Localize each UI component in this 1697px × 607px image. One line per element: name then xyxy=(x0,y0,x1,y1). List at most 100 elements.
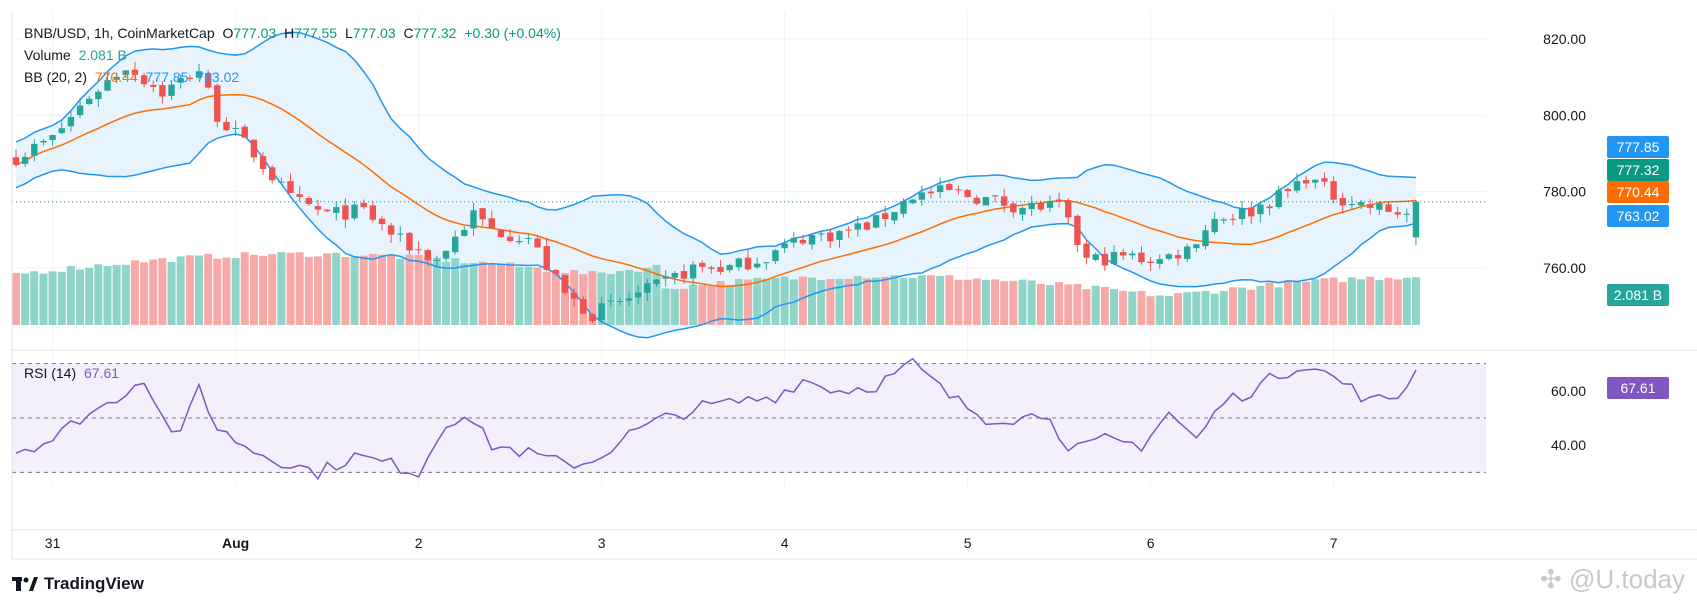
volume-bar xyxy=(1274,287,1283,325)
volume-bar xyxy=(917,275,926,325)
candle-body xyxy=(86,98,93,105)
volume-bar xyxy=(991,279,1000,325)
bb-lower-value: 763.02 xyxy=(196,69,240,85)
volume-bar xyxy=(442,261,451,325)
candle-body xyxy=(744,257,752,270)
price-tick-label: 760.00 xyxy=(1543,260,1586,276)
volume-bar xyxy=(927,275,935,325)
symbol-title[interactable]: BNB/USD, 1h, CoinMarketCap xyxy=(24,25,215,41)
volume-bar xyxy=(405,254,414,325)
candle-body xyxy=(1110,251,1118,264)
candle-body xyxy=(204,73,212,88)
bb-basis-tag: 770.44 xyxy=(1607,181,1669,203)
candle-body xyxy=(296,194,303,197)
candle-body xyxy=(827,232,834,242)
candle-body xyxy=(699,262,706,267)
volume-bar xyxy=(66,266,75,325)
candle-body xyxy=(214,85,221,122)
candle-body xyxy=(21,156,29,164)
candle-body xyxy=(1083,243,1090,258)
bb-label[interactable]: BB (20, 2) xyxy=(24,69,88,85)
rsi-tag: 67.61 xyxy=(1607,377,1669,399)
candle-body xyxy=(781,243,788,249)
candle-body xyxy=(159,85,166,97)
volume-bar xyxy=(323,253,332,325)
volume-bar xyxy=(1064,284,1073,325)
rsi-label[interactable]: RSI (14) xyxy=(24,365,77,381)
candle-body xyxy=(808,235,816,245)
volume-bar xyxy=(817,279,826,325)
candle-body xyxy=(424,250,431,261)
candle-body xyxy=(351,204,358,219)
candle-body xyxy=(1174,255,1182,259)
volume-bar xyxy=(954,279,963,325)
volume-bar xyxy=(167,261,176,325)
candle-body xyxy=(506,236,514,241)
volume-bar xyxy=(771,277,780,325)
candle-body xyxy=(525,237,532,239)
bb-upper-line xyxy=(15,31,1417,255)
candle-body xyxy=(1339,198,1346,206)
volume-bar xyxy=(881,276,890,325)
candle-body xyxy=(442,250,450,259)
candle-body xyxy=(991,195,999,197)
volume-bar xyxy=(249,254,258,325)
volume-bar xyxy=(195,255,203,325)
price-axis[interactable]: 820.00 800.00 780.00 760.00 60.00 40.00 xyxy=(1543,31,1586,453)
volume-bar xyxy=(277,252,286,325)
bb-lower-line xyxy=(15,133,1417,339)
bb-basis-value: 770.44 xyxy=(94,69,138,85)
candle-body xyxy=(1284,188,1292,192)
volume-tag: 2.081 B xyxy=(1607,284,1669,306)
volume-bar xyxy=(1219,290,1228,325)
volume-bar xyxy=(1036,283,1045,325)
candle-body xyxy=(616,301,624,303)
volume-bar xyxy=(1082,289,1091,325)
volume-bar xyxy=(1256,285,1265,325)
watermark-text: @U.today xyxy=(1569,564,1685,594)
candle-body xyxy=(333,207,340,213)
volume-bar xyxy=(378,254,386,325)
candle-body xyxy=(662,276,669,279)
candle-body xyxy=(845,229,852,231)
candle-body xyxy=(653,279,660,284)
volume-bar xyxy=(1357,279,1366,325)
volume-label[interactable]: Volume xyxy=(24,47,71,63)
volume-bar xyxy=(936,276,945,325)
candle-body xyxy=(223,121,230,131)
candle-body xyxy=(589,314,596,322)
volume-bar xyxy=(1393,279,1402,325)
volume-bar xyxy=(1302,281,1311,325)
volume-bar xyxy=(1100,286,1109,325)
volume-bar xyxy=(753,277,762,325)
volume-bar xyxy=(515,266,524,325)
volume-bar xyxy=(57,271,66,325)
volume-bar xyxy=(368,253,377,325)
volume-bars xyxy=(12,252,1420,325)
volume-bar xyxy=(268,254,277,325)
price-tick-label: 780.00 xyxy=(1543,184,1586,200)
candle-body xyxy=(1202,230,1209,247)
volume-bar xyxy=(39,273,48,325)
candle-body xyxy=(882,213,889,220)
volume-bar xyxy=(1384,277,1393,325)
time-axis[interactable]: 31 Aug 2 3 4 5 6 7 xyxy=(45,535,1338,551)
volume-bar xyxy=(76,269,85,325)
volume-bar xyxy=(963,279,972,325)
volume-bar xyxy=(1247,289,1256,325)
volume-bar xyxy=(853,276,862,325)
tradingview-brand[interactable]: TradingView xyxy=(12,574,144,594)
volume-bar xyxy=(872,277,881,325)
volume-bar xyxy=(1110,289,1118,325)
volume-bar xyxy=(231,258,240,325)
volume-bar xyxy=(414,254,423,325)
candle-body xyxy=(598,303,605,320)
candle-body xyxy=(918,192,926,200)
volume-bar xyxy=(213,258,222,325)
volume-bar xyxy=(1329,277,1338,325)
volume-bar xyxy=(1045,285,1054,325)
change-value: +0.30 (+0.04%) xyxy=(464,25,561,41)
candle-body xyxy=(1055,199,1063,202)
candle-body xyxy=(150,84,157,87)
